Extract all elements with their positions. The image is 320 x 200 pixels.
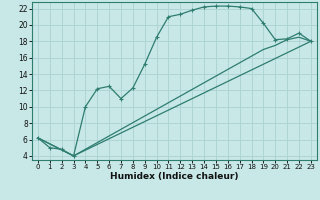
X-axis label: Humidex (Indice chaleur): Humidex (Indice chaleur) xyxy=(110,172,239,181)
